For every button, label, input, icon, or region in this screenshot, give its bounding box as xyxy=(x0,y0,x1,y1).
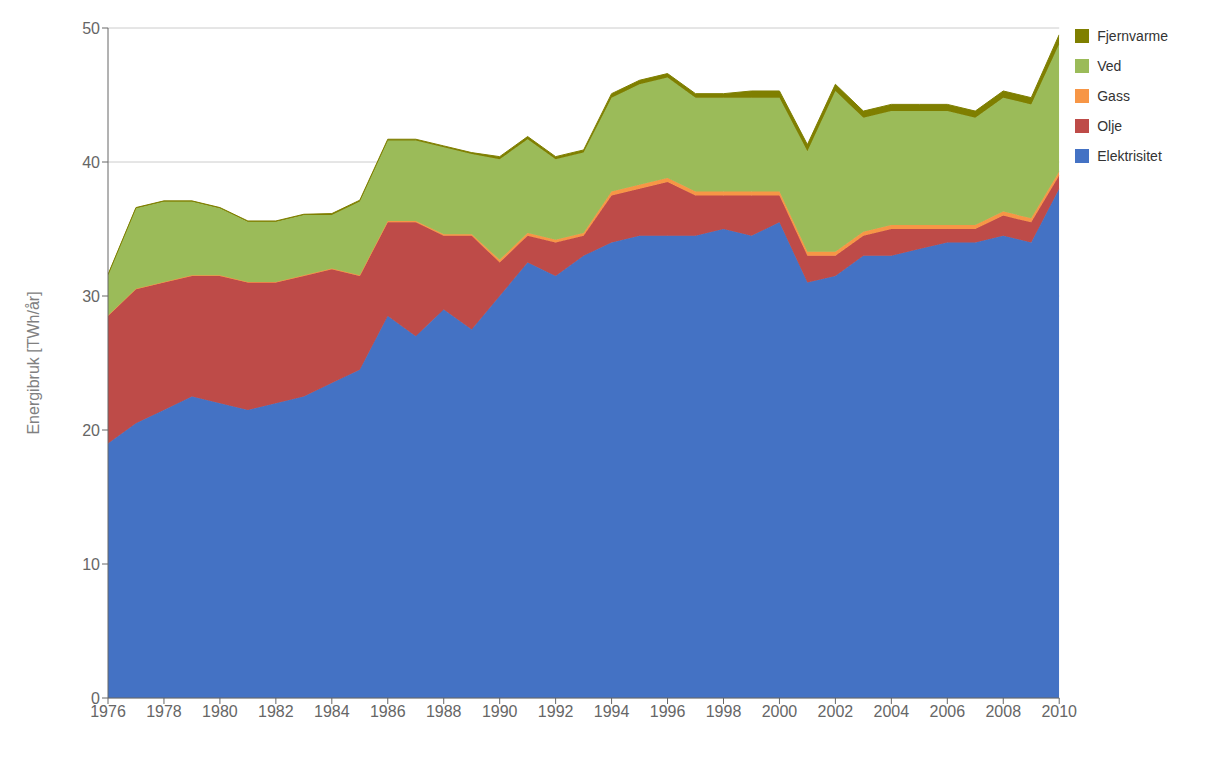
html-text:Olje: Olje xyxy=(1097,118,1123,134)
svg-text:20: 20 xyxy=(82,422,100,439)
svg-text:2008: 2008 xyxy=(985,703,1021,720)
svg-text:1998: 1998 xyxy=(706,703,742,720)
svg-text:50: 50 xyxy=(82,20,100,37)
svg-text:1988: 1988 xyxy=(426,703,462,720)
svg-text:2002: 2002 xyxy=(818,703,854,720)
svg-text:2010: 2010 xyxy=(1041,703,1077,720)
svg-text:1996: 1996 xyxy=(650,703,686,720)
svg-text:1986: 1986 xyxy=(370,703,406,720)
svg-text:2004: 2004 xyxy=(874,703,910,720)
svg-text:1982: 1982 xyxy=(258,703,294,720)
svg-text:1992: 1992 xyxy=(538,703,574,720)
html-text:Gass: Gass xyxy=(1097,88,1130,104)
svg-text:1984: 1984 xyxy=(314,703,350,720)
svg-text:40: 40 xyxy=(82,154,100,171)
svg-text:1990: 1990 xyxy=(482,703,518,720)
svg-text:1994: 1994 xyxy=(594,703,630,720)
html-text:Elektrisitet: Elektrisitet xyxy=(1097,148,1162,164)
svg-text:30: 30 xyxy=(82,288,100,305)
svg-text:Energibruk [TWh/år]: Energibruk [TWh/år] xyxy=(25,291,42,434)
svg-text:1978: 1978 xyxy=(146,703,182,720)
svg-text:1976: 1976 xyxy=(90,703,126,721)
svg-text:0: 0 xyxy=(91,690,100,707)
svg-text:2006: 2006 xyxy=(930,703,966,720)
svg-text:2000: 2000 xyxy=(762,703,798,720)
svg-text:10: 10 xyxy=(82,556,100,573)
svg-text:1980: 1980 xyxy=(202,703,238,720)
html-text:Fjernvarme: Fjernvarme xyxy=(1097,28,1168,44)
html-text:Ved: Ved xyxy=(1097,58,1122,74)
